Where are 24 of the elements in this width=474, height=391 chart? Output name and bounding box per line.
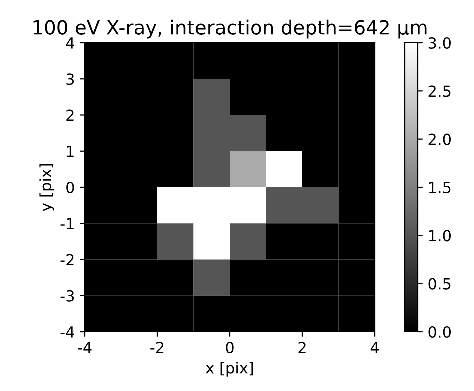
color-bar-label: 0.0 <box>428 326 452 338</box>
y-tick-label: 3 <box>66 74 74 86</box>
color-bar-label: 3.0 <box>428 37 452 50</box>
x-axis-title: x [pix] <box>206 362 254 377</box>
y-tick-label: -4 <box>60 326 74 338</box>
x-tick-label: 2 <box>298 342 306 354</box>
color-bar-label: 1.5 <box>429 182 451 194</box>
y-tick-label: -3 <box>60 290 74 302</box>
chart-title: 100 eV X-ray, interaction depth=642 μm <box>34 20 427 39</box>
x-tick-label: 4 <box>370 342 380 354</box>
color-bar-label: 2.5 <box>428 86 451 98</box>
color-bar-label: 2.0 <box>428 134 452 146</box>
x-tick-label: -2 <box>150 342 164 354</box>
y-tick-label: -2 <box>60 254 74 266</box>
x-tick-label: 0 <box>226 342 234 354</box>
color-bar-label: 1.0 <box>429 230 452 242</box>
y-axis-title: y [pix] <box>40 164 54 212</box>
y-tick-label: 0 <box>66 182 74 194</box>
y-tick-label: 2 <box>66 110 74 122</box>
y-tick-label: 4 <box>66 38 74 49</box>
color-bar-label: 0.5 <box>428 278 451 290</box>
y-tick-label: -1 <box>60 218 74 230</box>
x-tick-label: -4 <box>78 342 92 354</box>
y-tick-label: 1 <box>67 146 74 158</box>
